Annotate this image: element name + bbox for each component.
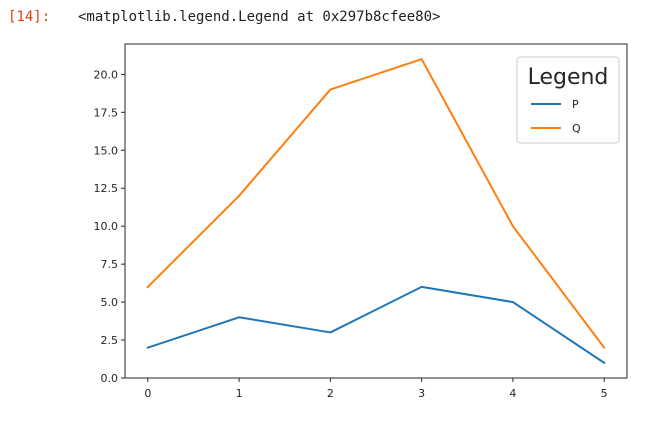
axes: 0.0 2.5 5.0 7.5 10.0 12.5 15.0 17.5 20.0 0 1 2 3 4 5 [94, 43, 628, 400]
legend-title: Legend [528, 65, 609, 90]
y-tick-label: 0.0 [101, 372, 119, 385]
cell-prompt: [14]: [8, 9, 51, 25]
y-tick-label: 17.5 [94, 106, 119, 119]
cell-output-text: <matplotlib.legend.Legend at 0x297b8cfee… [78, 9, 441, 25]
series-lines [146, 58, 606, 365]
x-tick-label: 5 [601, 387, 608, 400]
y-tick-label: 20.0 [94, 68, 119, 81]
y-tick-label: 7.5 [101, 258, 119, 271]
y-tick-label: 5.0 [101, 296, 119, 309]
y-tick-label: 2.5 [101, 334, 119, 347]
plot-frame [124, 43, 628, 379]
x-tick-label: 1 [236, 387, 243, 400]
legend-box [516, 56, 620, 144]
series-line-q [146, 58, 606, 350]
x-tick-label: 0 [144, 387, 151, 400]
series-line-p [146, 285, 606, 365]
y-tick-label: 10.0 [94, 220, 119, 233]
legend-label-p: P [572, 98, 579, 111]
y-tick-label: 15.0 [94, 144, 119, 157]
x-tick-label: 3 [418, 387, 425, 400]
legend-label-q: Q [572, 122, 581, 135]
legend: Legend PQ [516, 56, 620, 144]
x-tick-label: 2 [327, 387, 334, 400]
x-tick-label: 4 [509, 387, 516, 400]
y-tick-label: 12.5 [94, 182, 119, 195]
